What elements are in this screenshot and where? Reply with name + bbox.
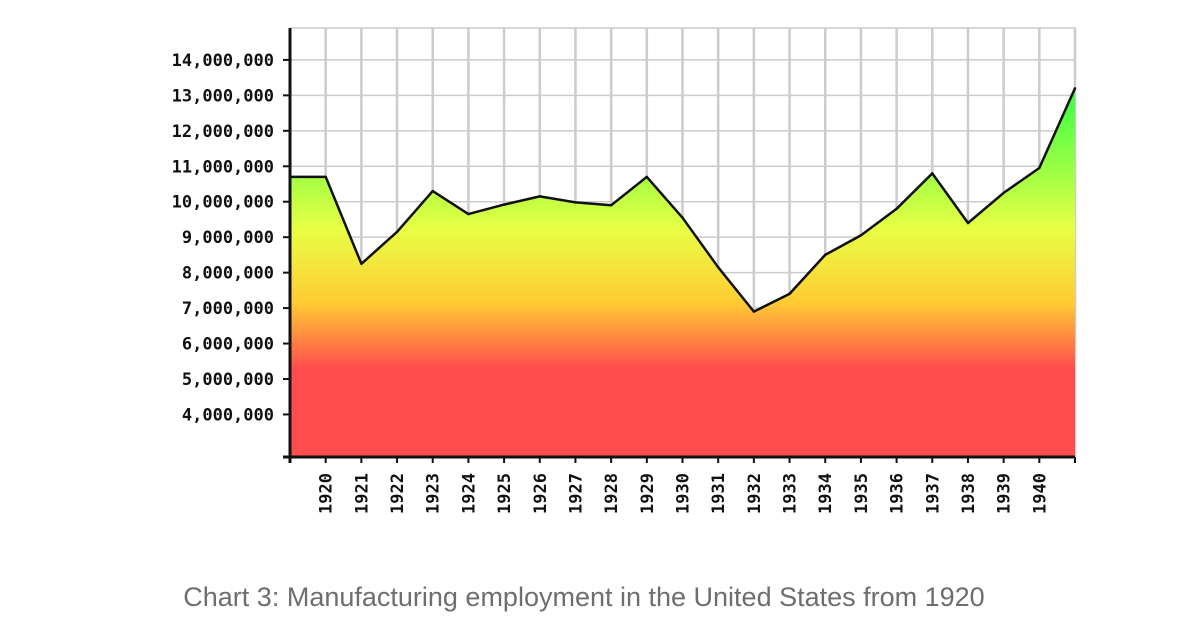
data-point bbox=[824, 253, 827, 257]
x-tick-label: 1925 bbox=[495, 473, 515, 514]
x-tick-label: 1933 bbox=[781, 473, 801, 514]
x-tick-label: 1921 bbox=[352, 473, 372, 514]
y-tick-label: 12,000,000 bbox=[172, 122, 274, 142]
data-point bbox=[574, 201, 577, 204]
y-tick-label: 7,000,000 bbox=[182, 299, 274, 319]
x-tick-label: 1920 bbox=[317, 473, 337, 514]
y-tick-label: 6,000,000 bbox=[182, 335, 274, 355]
x-tick-label: 1931 bbox=[709, 473, 729, 514]
data-point bbox=[431, 189, 434, 193]
data-point bbox=[324, 175, 327, 179]
x-tick-label: 1928 bbox=[602, 473, 622, 514]
x-tick-label: 1934 bbox=[816, 473, 836, 514]
data-point bbox=[681, 216, 684, 219]
x-tick-label: 1922 bbox=[388, 473, 408, 514]
data-point bbox=[1038, 166, 1041, 170]
data-point bbox=[1002, 191, 1005, 195]
y-tick-label: 13,000,000 bbox=[172, 86, 274, 106]
data-point bbox=[538, 195, 541, 198]
x-tick-label: 1936 bbox=[888, 473, 908, 514]
x-tick-label: 1923 bbox=[424, 473, 444, 514]
data-point bbox=[788, 292, 791, 296]
x-tick-label: 1927 bbox=[566, 473, 586, 514]
data-point bbox=[716, 266, 720, 269]
y-axis-tick-labels: 4,000,000 5,000,000 6,000,000 7,000,000 8,00… bbox=[172, 51, 274, 426]
y-tick-label: 4,000,000 bbox=[182, 405, 274, 425]
data-point bbox=[645, 175, 649, 179]
y-tick-label: 5,000,000 bbox=[182, 370, 274, 390]
y-tick-label: 8,000,000 bbox=[182, 264, 274, 284]
x-axis-tick-labels: 1920 1921 1922 1923 1924 1925 1926 1927 1928 1929… bbox=[317, 473, 1051, 514]
y-tick-label: 14,000,000 bbox=[172, 51, 274, 71]
data-point bbox=[752, 310, 756, 313]
data-point bbox=[966, 221, 970, 225]
y-tick-label: 10,000,000 bbox=[172, 193, 274, 213]
x-tick-label: 1930 bbox=[674, 473, 694, 514]
data-point bbox=[502, 203, 506, 206]
data-point bbox=[895, 207, 898, 211]
data-point bbox=[1073, 87, 1077, 90]
area-fill bbox=[290, 88, 1075, 458]
x-tick-label: 1940 bbox=[1030, 473, 1050, 514]
y-tick-label: 9,000,000 bbox=[182, 228, 274, 248]
x-tick-label: 1924 bbox=[459, 473, 479, 514]
x-tick-label: 1926 bbox=[531, 473, 551, 514]
x-tick-label: 1939 bbox=[995, 473, 1015, 514]
data-point bbox=[360, 262, 363, 265]
x-tick-label: 1932 bbox=[745, 473, 765, 514]
data-point bbox=[859, 234, 863, 237]
data-point bbox=[931, 172, 934, 175]
x-tick-label: 1938 bbox=[959, 473, 979, 514]
axes bbox=[283, 28, 1077, 463]
area-chart: 4,000,000 5,000,000 6,000,000 7,000,000 8,00… bbox=[172, 27, 1077, 514]
x-tick-label: 1935 bbox=[852, 473, 872, 514]
x-tick-label: 1929 bbox=[638, 473, 658, 514]
data-point bbox=[609, 204, 613, 207]
y-tick-label: 11,000,000 bbox=[172, 157, 274, 177]
x-tick-label: 1937 bbox=[923, 473, 943, 514]
data-point bbox=[395, 230, 399, 234]
data-point bbox=[467, 212, 470, 216]
chart-caption: Chart 3: Manufacturing employment in the… bbox=[183, 582, 985, 612]
